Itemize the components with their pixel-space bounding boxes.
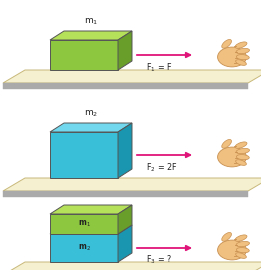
Ellipse shape [236,160,246,165]
Text: m$_2$: m$_2$ [78,243,91,253]
Ellipse shape [236,48,250,54]
Polygon shape [3,191,248,197]
Polygon shape [118,123,132,178]
Ellipse shape [235,235,247,241]
Ellipse shape [218,47,246,67]
Ellipse shape [236,55,249,60]
Ellipse shape [218,240,246,260]
Polygon shape [50,225,132,234]
Ellipse shape [235,42,247,48]
Ellipse shape [236,60,246,65]
Text: m$_2$: m$_2$ [84,109,98,119]
Polygon shape [50,132,118,178]
Polygon shape [118,205,132,234]
Text: F$_3$ = ?: F$_3$ = ? [146,254,172,267]
Polygon shape [3,178,261,191]
Polygon shape [50,123,132,132]
Polygon shape [50,214,118,234]
Ellipse shape [236,241,250,247]
Polygon shape [3,83,248,89]
Text: m$_1$: m$_1$ [84,17,98,27]
Ellipse shape [222,139,232,148]
Text: F$_2$ = 2F: F$_2$ = 2F [146,161,177,174]
Ellipse shape [236,148,250,154]
Polygon shape [3,275,248,280]
Ellipse shape [222,232,232,241]
Polygon shape [118,31,132,70]
Polygon shape [50,31,132,40]
Polygon shape [50,205,132,214]
Polygon shape [3,262,261,275]
Polygon shape [50,234,118,262]
Ellipse shape [236,155,249,160]
Text: m$_1$: m$_1$ [78,219,91,229]
Ellipse shape [235,142,247,148]
Polygon shape [50,40,118,70]
Ellipse shape [236,248,249,253]
Polygon shape [3,70,261,83]
Ellipse shape [236,253,246,258]
Text: F$_1$ = F: F$_1$ = F [146,61,172,74]
Ellipse shape [222,39,232,48]
Ellipse shape [218,147,246,167]
Polygon shape [118,225,132,262]
